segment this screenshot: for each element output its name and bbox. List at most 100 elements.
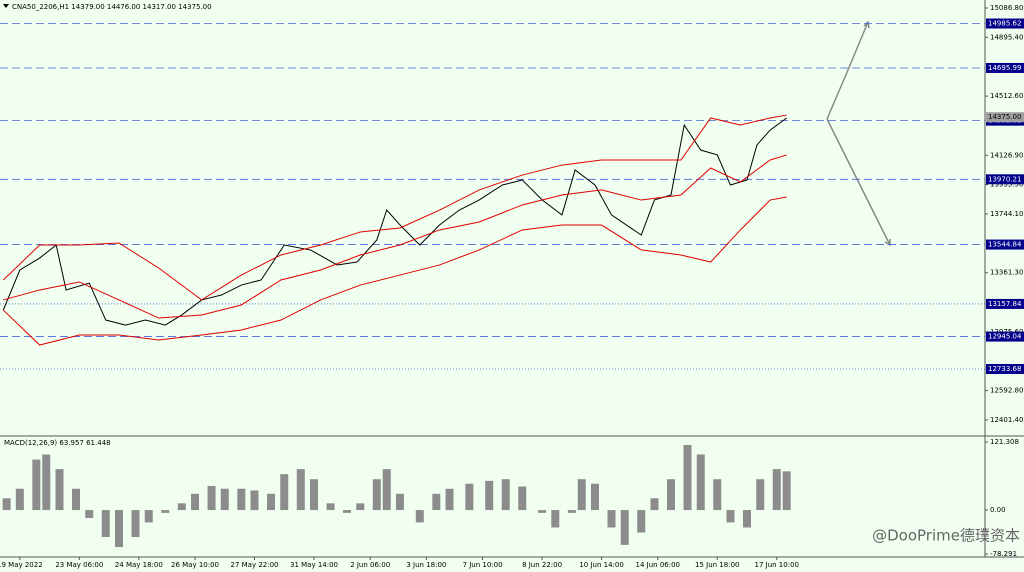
histogram-bar [666,479,675,511]
projection-arrows [826,20,891,247]
histogram-bar [432,493,441,511]
price-label: 14375.00 [988,113,1021,121]
level-label: 14695.99 [988,64,1021,72]
level-box [986,239,1024,250]
y-tick-label: 14895.40 [990,33,1023,41]
histogram-bar [85,510,94,518]
histogram-bar [772,469,781,511]
histogram-bar [620,510,629,545]
histogram-bar [42,454,51,511]
watermark: @DooPrime德璞资本 [872,527,1020,545]
histogram-bar [310,479,319,511]
histogram-bar [485,480,494,511]
level-box [986,298,1024,309]
menu-icon [3,4,9,8]
series-line [2,117,787,326]
series-line [3,154,787,319]
y-tick-label: 121.308 [990,438,1019,446]
histogram-bar [650,498,659,511]
y-tick-label: 15086.80 [990,4,1023,12]
series-line [2,196,787,346]
histogram-bar [538,510,547,513]
y-tick-label: 0.00 [990,506,1006,514]
y-tick-label: 13744.10 [990,210,1023,218]
x-tick-label: 19 May 2022 [0,561,43,569]
histogram-bar [32,459,41,511]
y-tick-label: 13361.30 [990,269,1023,277]
histogram-bar [372,479,381,511]
chart-title: CNA50_2206,H1 14379.00 14476.00 14317.00… [12,3,212,11]
x-tick-label: 3 Jun 18:00 [406,561,446,569]
series-line [2,114,787,301]
x-tick-label: 26 May 10:00 [171,561,219,569]
y-tick-label: 14512.60 [990,92,1023,100]
x-tick-label: 8 Jun 22:00 [522,561,562,569]
x-tick-label: 2 Jun 06:00 [350,561,390,569]
histogram-bar [207,485,216,511]
histogram-bar [607,510,616,528]
histogram-bar [782,471,791,511]
level-box [986,62,1024,73]
histogram-bar [144,510,153,523]
histogram-bar [590,483,599,511]
histogram-bar [683,444,692,511]
histogram-bar [415,510,424,523]
histogram-bar [567,510,576,513]
level-label: 14985.62 [988,20,1021,28]
histogram-bar [696,454,705,511]
histogram-bar [445,488,454,511]
level-label: 12733.68 [988,365,1021,373]
level-label: 13157.84 [988,300,1022,308]
histogram-bar [743,510,752,528]
histogram-bar [237,488,246,511]
x-tick-label: 17 Jun 10:00 [755,561,799,569]
x-tick-label: 24 May 18:00 [115,561,163,569]
histogram-bar [191,493,200,511]
histogram-bar [101,510,110,538]
histogram-bar [577,479,586,511]
x-tick-label: 27 May 22:00 [231,561,279,569]
indicator-title: MACD(12,26,9) 63.957 61.448 [4,439,111,447]
histogram-bar [326,503,335,511]
x-tick-label: 7 Jun 10:00 [463,561,503,569]
histogram-bar [518,486,527,511]
histogram-bar [726,510,735,523]
level-label: 12945.04 [988,333,1022,341]
x-tick-label: 23 May 06:00 [55,561,103,569]
level-box [986,364,1024,375]
histogram-bar [114,510,123,548]
histogram-bar [2,498,11,511]
histogram-bar [637,510,646,533]
histogram-bar [465,483,474,511]
histogram-bar [15,488,24,511]
x-tick-label: 31 May 14:00 [290,561,338,569]
histogram-bar [55,469,64,511]
level-box [986,18,1024,29]
histogram-bar [551,510,560,528]
y-tick-label: 14126.90 [990,151,1023,159]
histogram-bar [343,510,352,513]
level-box [986,331,1024,342]
histogram-bar [267,493,276,511]
histogram-bar [177,503,186,511]
y-tick-label: -78.291 [990,550,1017,558]
price-box [986,112,1024,123]
histogram-bar [356,503,365,511]
level-box [986,174,1024,185]
y-tick-label: 12592.80 [990,387,1023,395]
level-label: 13970.21 [988,175,1021,183]
histogram-bar [382,469,391,511]
histogram-bar [756,479,765,511]
level-label: 13544.84 [988,241,1022,249]
histogram-bar [280,474,289,511]
histogram-bar [72,488,81,511]
histogram-bar [131,510,140,538]
x-tick-label: 15 Jun 18:00 [695,561,739,569]
histogram-bar [395,493,404,511]
x-tick-label: 14 Jun 06:00 [636,561,680,569]
histogram-bar [220,488,229,511]
histogram-bar [296,469,305,511]
histogram-bar [713,479,722,511]
